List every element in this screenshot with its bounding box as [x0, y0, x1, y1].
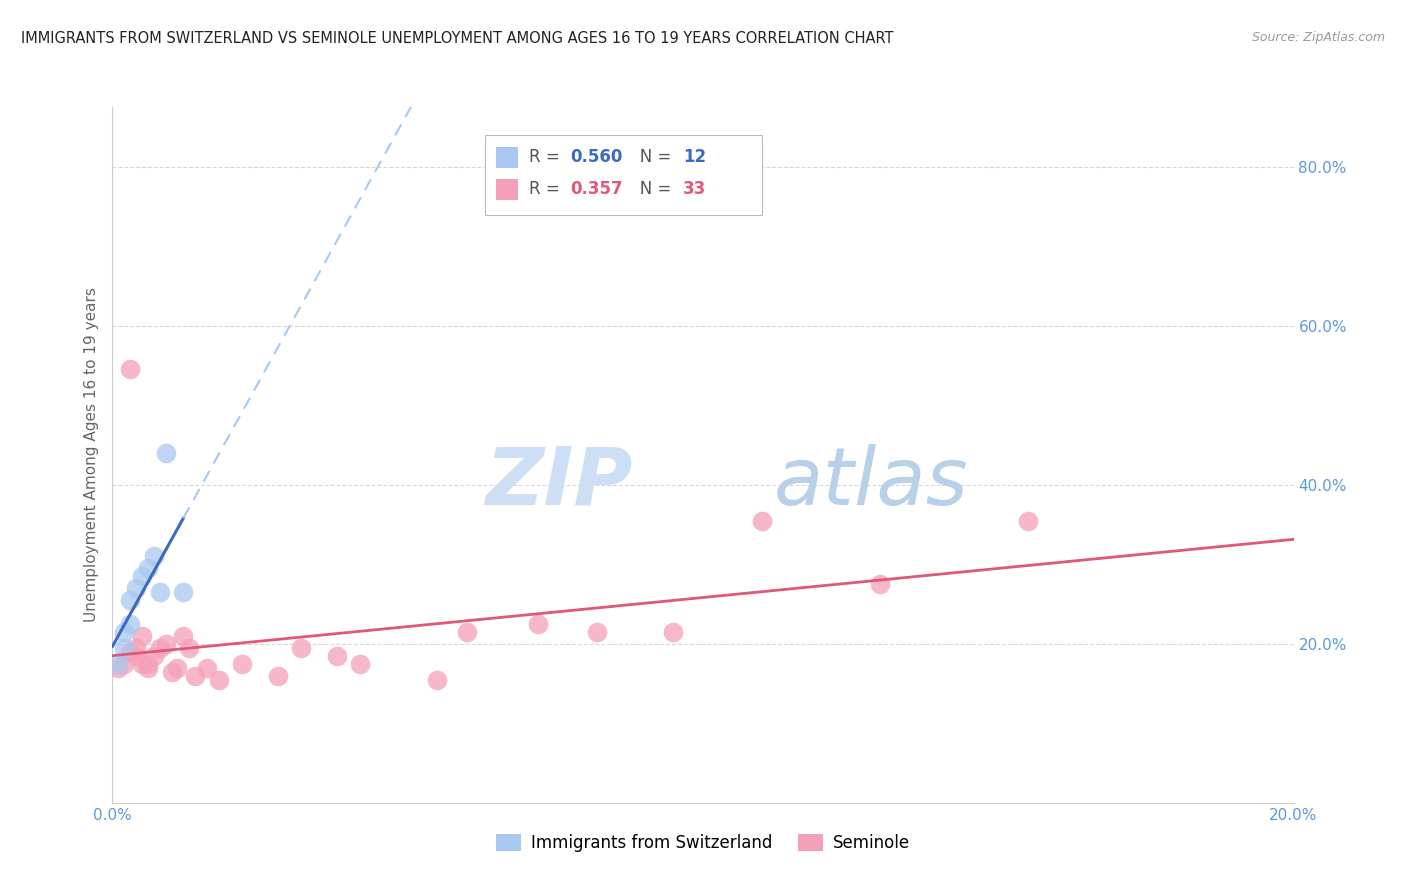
- Point: [125, 581, 148, 595]
- Point: [662, 624, 685, 639]
- Point: [179, 640, 201, 655]
- Bar: [496, 146, 517, 168]
- Text: R =: R =: [530, 180, 565, 198]
- Point: [112, 640, 135, 655]
- Point: [120, 645, 142, 659]
- Point: [107, 660, 129, 674]
- Point: [1017, 514, 1039, 528]
- Point: [208, 673, 231, 687]
- Text: 0.560: 0.560: [571, 148, 623, 166]
- Point: [149, 640, 172, 655]
- Text: 12: 12: [683, 148, 706, 166]
- Text: Source: ZipAtlas.com: Source: ZipAtlas.com: [1251, 31, 1385, 45]
- Point: [125, 640, 148, 655]
- Point: [120, 616, 142, 631]
- Point: [195, 660, 218, 674]
- Point: [172, 629, 194, 643]
- Point: [136, 660, 159, 674]
- Point: [585, 624, 607, 639]
- Point: [120, 362, 142, 376]
- Text: R =: R =: [530, 148, 565, 166]
- Point: [131, 569, 153, 583]
- Point: [426, 673, 449, 687]
- Point: [160, 665, 183, 679]
- Point: [751, 514, 773, 528]
- Point: [869, 577, 891, 591]
- Bar: [496, 178, 517, 200]
- Point: [456, 624, 478, 639]
- Point: [131, 629, 153, 643]
- Point: [112, 624, 135, 639]
- Point: [149, 585, 172, 599]
- Legend: Immigrants from Switzerland, Seminole: Immigrants from Switzerland, Seminole: [488, 826, 918, 861]
- FancyBboxPatch shape: [485, 135, 762, 215]
- Text: IMMIGRANTS FROM SWITZERLAND VS SEMINOLE UNEMPLOYMENT AMONG AGES 16 TO 19 YEARS C: IMMIGRANTS FROM SWITZERLAND VS SEMINOLE …: [21, 31, 894, 46]
- Point: [349, 657, 371, 671]
- Point: [125, 648, 148, 663]
- Text: N =: N =: [624, 148, 676, 166]
- Point: [184, 668, 207, 682]
- Point: [267, 668, 290, 682]
- Text: N =: N =: [624, 180, 676, 198]
- Text: 0.357: 0.357: [571, 180, 623, 198]
- Point: [142, 648, 165, 663]
- Point: [526, 616, 548, 631]
- Point: [290, 640, 312, 655]
- Text: 33: 33: [683, 180, 706, 198]
- Point: [136, 657, 159, 671]
- Y-axis label: Unemployment Among Ages 16 to 19 years: Unemployment Among Ages 16 to 19 years: [84, 287, 100, 623]
- Point: [166, 660, 188, 674]
- Point: [136, 561, 159, 575]
- Point: [107, 657, 129, 671]
- Point: [112, 657, 135, 671]
- Point: [120, 593, 142, 607]
- Point: [131, 657, 153, 671]
- Point: [172, 585, 194, 599]
- Text: ZIP: ZIP: [485, 443, 633, 522]
- Point: [142, 549, 165, 564]
- Point: [155, 446, 177, 460]
- Point: [155, 637, 177, 651]
- Text: atlas: atlas: [773, 443, 969, 522]
- Point: [326, 648, 349, 663]
- Point: [231, 657, 253, 671]
